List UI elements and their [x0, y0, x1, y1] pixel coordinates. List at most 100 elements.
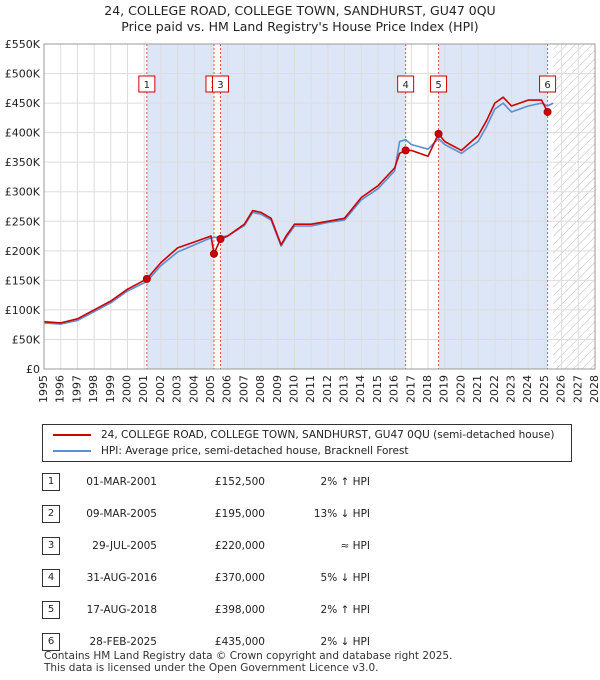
ownership-shade [220, 44, 406, 369]
sale-number: 3 [42, 537, 60, 555]
sale-hpi-relation: 2% ↑ HPI [320, 476, 370, 488]
sale-hpi-relation: 2% ↓ HPI [320, 636, 370, 648]
x-tick-label: 2007 [237, 375, 250, 403]
x-tick-label: 1996 [54, 375, 67, 403]
sale-price: £370,000 [214, 572, 265, 584]
x-tick-label: 2024 [521, 375, 534, 403]
sale-row: 3 29-JUL-2005 £220,000 ≈ HPI [0, 536, 600, 556]
footer: Contains HM Land Registry data © Crown c… [44, 650, 452, 674]
hpi-series-line [44, 102, 554, 325]
x-tick-label: 2018 [421, 375, 434, 403]
legend-swatch-property [53, 434, 91, 436]
chart-title: 24, COLLEGE ROAD, COLLEGE TOWN, SANDHURS… [104, 3, 496, 18]
legend-item-hpi: HPI: Average price, semi-detached house,… [53, 443, 409, 459]
legend-swatch-hpi [53, 450, 91, 452]
sale-number-box [138, 75, 156, 93]
x-tick-label: 2000 [120, 375, 133, 403]
x-tick-label: 2019 [438, 375, 451, 403]
y-tick-label: £300K [5, 186, 41, 199]
y-tick-label: £550K [5, 38, 41, 51]
sale-point [142, 274, 151, 283]
x-tick-label: 2020 [454, 375, 467, 403]
sale-date: 01-MAR-2001 [86, 476, 157, 488]
x-tick-label: 2025 [538, 375, 551, 403]
x-tick-label: 1995 [37, 375, 50, 403]
y-tick-label: £350K [5, 156, 41, 169]
x-tick-label: 2001 [137, 375, 150, 403]
sale-hpi-relation: 5% ↓ HPI [320, 572, 370, 584]
footer-licence: This data is licensed under the Open Gov… [44, 662, 379, 674]
x-tick-label: 2027 [571, 375, 584, 403]
sale-number: 1 [42, 473, 60, 491]
y-tick-label: £50K [12, 333, 41, 346]
x-tick-label: 2016 [388, 375, 401, 403]
sale-number-label: 1 [144, 80, 150, 91]
x-tick-label: 2014 [354, 375, 367, 403]
x-tick-label: 2006 [221, 375, 234, 403]
ownership-shade [438, 44, 548, 369]
x-tick-label: 2022 [488, 375, 501, 403]
sale-point [216, 235, 225, 243]
sale-number: 2 [42, 505, 60, 523]
sale-price: £195,000 [214, 508, 265, 520]
x-tick-label: 2021 [471, 375, 484, 403]
footer-copyright: Contains HM Land Registry data © Crown c… [44, 650, 453, 662]
sale-price: £220,000 [214, 540, 265, 552]
sale-row: 2 09-MAR-2005 £195,000 13% ↓ HPI [0, 504, 600, 524]
x-tick-label: 2011 [304, 375, 317, 403]
x-tick-label: 2028 [588, 375, 600, 403]
x-tick-label: 2002 [154, 375, 167, 403]
sale-number-box [539, 75, 557, 93]
sale-row: 1 01-MAR-2001 £152,500 2% ↑ HPI [0, 472, 600, 492]
x-tick-label: 2017 [404, 375, 417, 403]
property-series-line [44, 96, 549, 324]
y-tick-label: £200K [5, 245, 41, 258]
legend: 24, COLLEGE ROAD, COLLEGE TOWN, SANDHURS… [42, 424, 572, 462]
x-tick-label: 2004 [187, 375, 200, 403]
sale-number-label: 3 [217, 80, 223, 91]
sale-number-label: 5 [435, 80, 441, 91]
legend-label-property: 24, COLLEGE ROAD, COLLEGE TOWN, SANDHURS… [101, 429, 555, 441]
sale-point [209, 249, 218, 258]
price-chart: 123456 £0£50K£100K£150K£200K£250K£300K£3… [5, 38, 600, 403]
sale-number-label: 6 [544, 80, 550, 91]
sale-price: £435,000 [214, 636, 265, 648]
sale-date: 09-MAR-2005 [86, 508, 157, 520]
x-tick-label: 2026 [555, 375, 568, 403]
x-tick-label: 2013 [338, 375, 351, 403]
sale-number-box [397, 75, 415, 93]
x-tick-label: 2005 [204, 375, 217, 403]
legend-label-hpi: HPI: Average price, semi-detached house,… [101, 445, 409, 457]
x-tick-label: 2012 [321, 375, 334, 403]
sale-date: 17-AUG-2018 [86, 604, 157, 616]
sale-hpi-relation: ≈ HPI [340, 540, 370, 552]
sale-row: 6 28-FEB-2025 £435,000 2% ↓ HPI [0, 632, 600, 652]
x-tick-label: 2010 [287, 375, 300, 403]
sale-date: 28-FEB-2025 [89, 636, 157, 648]
x-tick-label: 2008 [254, 375, 267, 403]
sale-row: 4 31-AUG-2016 £370,000 5% ↓ HPI [0, 568, 600, 588]
sale-number-box [430, 75, 448, 93]
sale-hpi-relation: 2% ↑ HPI [320, 604, 370, 616]
sale-number: 6 [42, 633, 60, 651]
sale-date: 31-AUG-2016 [86, 572, 157, 584]
y-tick-label: £100K [5, 304, 41, 317]
sale-row: 5 17-AUG-2018 £398,000 2% ↑ HPI [0, 600, 600, 620]
x-tick-label: 2003 [171, 375, 184, 403]
x-tick-label: 2015 [371, 375, 384, 403]
sale-point [434, 129, 443, 138]
sale-point [543, 107, 552, 116]
y-tick-label: £250K [5, 215, 41, 228]
x-tick-label: 1999 [104, 375, 117, 403]
x-tick-label: 2009 [271, 375, 284, 403]
ownership-shade [146, 44, 214, 369]
y-tick-label: £450K [5, 97, 41, 110]
x-tick-label: 1997 [70, 375, 83, 403]
sale-number-box [211, 75, 229, 93]
legend-item-property: 24, COLLEGE ROAD, COLLEGE TOWN, SANDHURS… [53, 427, 554, 443]
x-tick-label: 1998 [87, 375, 100, 403]
y-tick-label: £400K [5, 127, 41, 140]
x-tick-label: 2023 [505, 375, 518, 403]
y-tick-label: £500K [5, 68, 41, 81]
plot-frame [43, 43, 596, 370]
